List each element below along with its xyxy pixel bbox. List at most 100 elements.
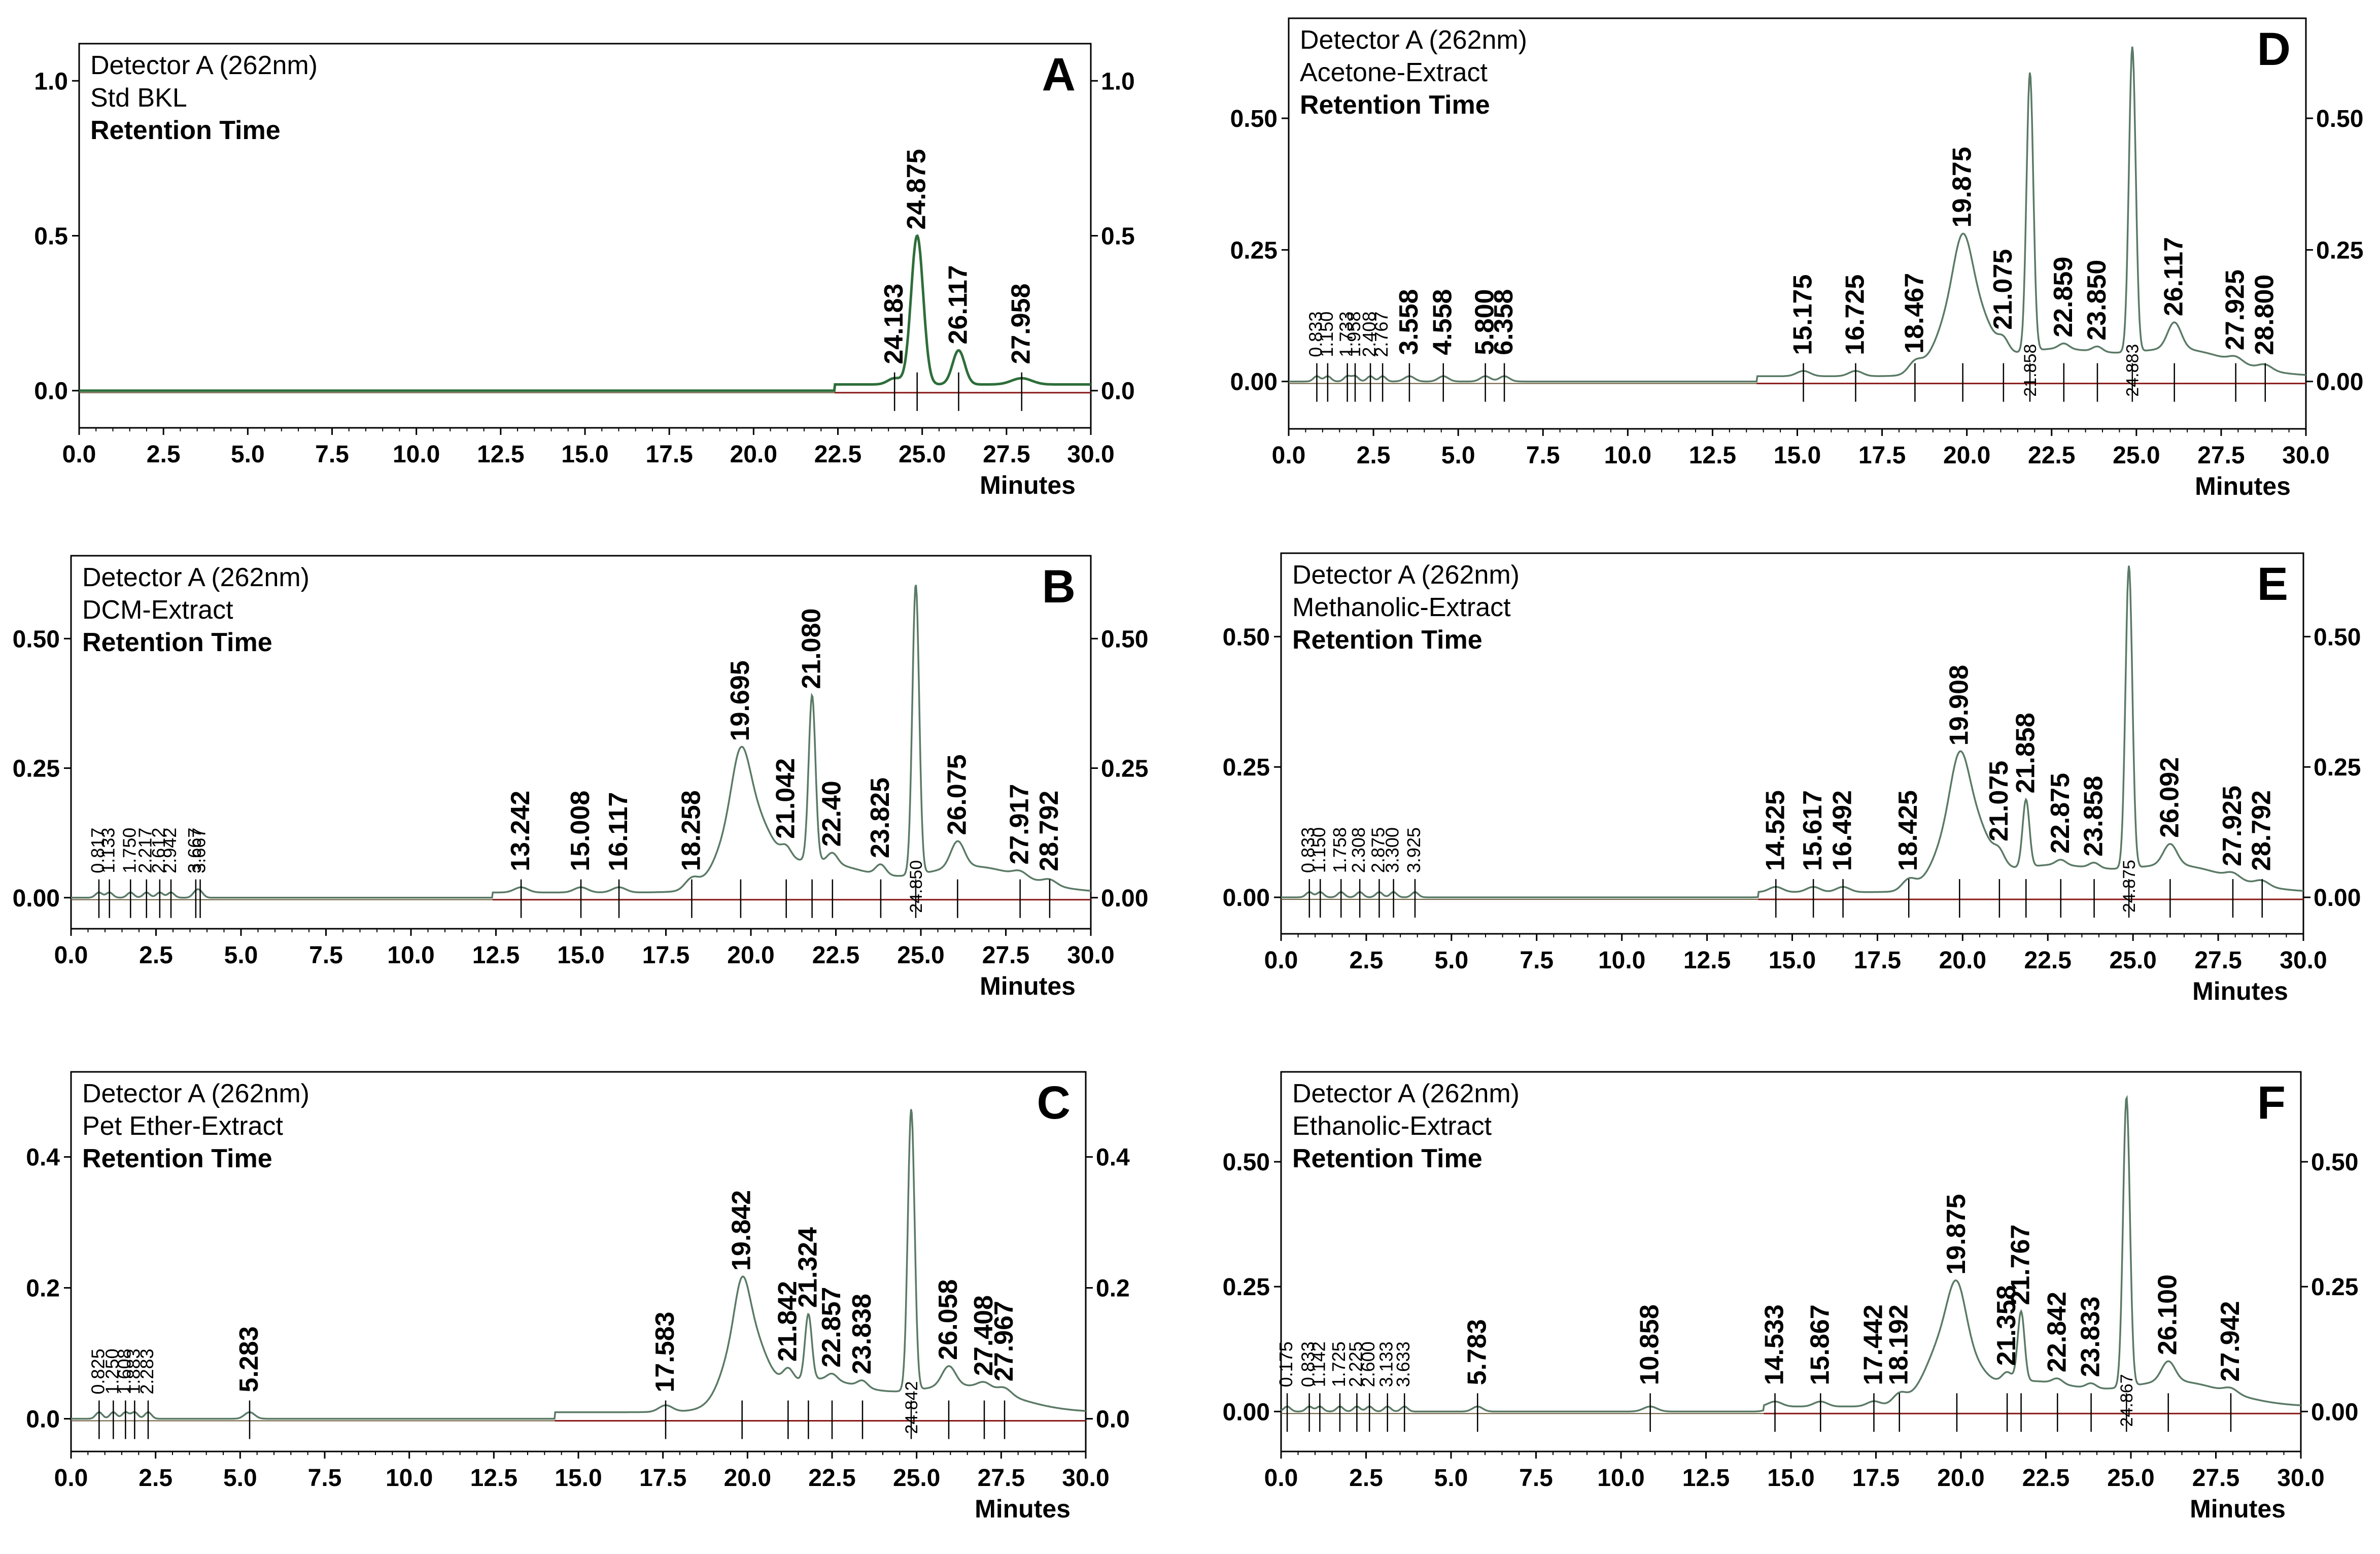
peak-label: 3.667 [184, 828, 205, 873]
y-tick-label-right: 0.00 [1101, 885, 1148, 912]
x-tick-label: 30.0 [2277, 1465, 2324, 1492]
x-tick-label: 15.0 [557, 942, 604, 969]
y-tick-label-left: 0.50 [1223, 1149, 1270, 1176]
peak-label: 5.800 [1470, 289, 1500, 355]
x-tick-label: 20.0 [727, 942, 774, 969]
peak-label: 21.858 [2011, 713, 2040, 793]
x-tick-label: 10.0 [386, 1465, 433, 1492]
peak-label: 21.042 [771, 758, 801, 839]
x-tick-label: 5.0 [231, 441, 265, 468]
peak-label: 1.142 [1308, 1341, 1329, 1387]
x-tick-label: 12.5 [470, 1465, 518, 1492]
peak-label: 3.300 [1382, 827, 1403, 873]
peak-label: 23.838 [847, 1294, 877, 1374]
x-tick-label: 7.5 [308, 1465, 342, 1492]
x-tick-label: 2.5 [139, 1465, 173, 1492]
y-tick-label-left: 0.5 [34, 223, 68, 250]
x-tick-label: 15.0 [1767, 1465, 1814, 1492]
x-tick-label: 27.5 [2194, 947, 2241, 974]
x-tick-label: 25.0 [893, 1465, 940, 1492]
detector-title: Detector A (262nm) [82, 563, 309, 592]
peak-label: 27.967 [989, 1301, 1019, 1381]
x-tick-label: 17.5 [1858, 442, 1906, 469]
peak-label: 2.600 [1358, 1341, 1378, 1387]
sample-name: Pet Ether-Extract [82, 1111, 283, 1141]
peak-label: 24.850 [907, 860, 926, 913]
peak-label: 24.842 [902, 1381, 921, 1434]
peak-label: 21.358 [1992, 1285, 2021, 1366]
retention-time-label: Retention Time [82, 1144, 272, 1173]
peak-label: 26.058 [934, 1279, 963, 1360]
peak-label: 1.733 [1336, 312, 1357, 357]
peak-label: 24.883 [2123, 344, 2143, 397]
peak-label: 27.917 [1005, 784, 1034, 865]
peak-label: 1.750 [119, 828, 140, 873]
peak-label: 26.117 [2159, 237, 2189, 316]
panel-a: 0.0 2.5 5.0 7.5 10.0 12.5 15.0 17.5 20.0 22.5 25.0… [34, 43, 1135, 499]
x-tick-label: 7.5 [1520, 947, 1554, 974]
peak-label: 24.875 [902, 149, 932, 229]
x-tick-label: 2.5 [147, 441, 181, 468]
peak-label: 2.225 [1345, 1341, 1366, 1387]
peak-label: 15.617 [1798, 790, 1827, 871]
x-tick-label: 2.5 [139, 942, 173, 969]
peak-label: 26.117 [943, 265, 973, 344]
panel-letter: C [1037, 1077, 1071, 1129]
y-tick-label-right: 0.25 [2316, 237, 2363, 264]
peak-label: 2.767 [1371, 312, 1392, 357]
x-tick-label: 17.5 [645, 441, 693, 468]
panel-f: 0.0 2.5 5.0 7.5 10.0 12.5 15.0 17.5 20.0 22.5 25.0… [1223, 1071, 2358, 1523]
peak-label: 21.858 [2021, 344, 2040, 397]
peak-label: 19.875 [1948, 147, 1977, 227]
x-tick-label: 20.0 [1937, 1465, 1984, 1492]
x-tick-label: 12.5 [472, 942, 520, 969]
peak-label: 21.075 [1988, 249, 2018, 330]
peak-label: 21.080 [797, 609, 826, 689]
x-tick-label: 7.5 [309, 942, 343, 969]
peak-label: 3.558 [1394, 289, 1424, 355]
x-tick-label: 15.0 [555, 1465, 602, 1492]
x-axis-title: Minutes [2190, 1495, 2286, 1523]
peak-label: 15.867 [1805, 1304, 1835, 1385]
x-tick-label: 25.0 [2109, 947, 2156, 974]
peak-label: 2.217 [135, 828, 156, 873]
x-axis-title: Minutes [980, 471, 1076, 499]
y-tick-label-right: 0.5 [1101, 223, 1135, 250]
peak-label: 10.858 [1635, 1304, 1665, 1385]
x-tick-label: 20.0 [1939, 947, 1986, 974]
x-tick-label: 30.0 [1067, 441, 1114, 468]
peak-label: 27.408 [969, 1295, 998, 1376]
x-tick-label: 15.0 [561, 441, 608, 468]
y-tick-label-right: 0.25 [2311, 1274, 2358, 1301]
x-axis-title: Minutes [2195, 472, 2291, 500]
x-tick-label: 2.5 [1349, 1465, 1383, 1492]
peak-label: 21.324 [793, 1227, 822, 1308]
peak-label: 2.942 [159, 828, 180, 873]
peak-label: 28.800 [2250, 275, 2280, 355]
x-tick-label: 0.0 [1272, 442, 1306, 469]
peak-label: 14.525 [1761, 790, 1790, 871]
x-tick-label: 30.0 [2280, 947, 2327, 974]
x-tick-label: 27.5 [2192, 1465, 2239, 1492]
x-tick-label: 12.5 [477, 441, 524, 468]
x-tick-label: 15.0 [1769, 947, 1816, 974]
x-tick-label: 0.0 [54, 942, 88, 969]
y-tick-label-right: 0.25 [1101, 756, 1148, 783]
x-tick-label: 22.5 [2028, 442, 2075, 469]
peak-label: 5.783 [1462, 1319, 1492, 1385]
y-tick-label-left: 1.0 [34, 68, 68, 95]
peak-label: 26.100 [2153, 1274, 2183, 1355]
detector-title: Detector A (262nm) [1292, 1079, 1520, 1108]
peak-label: 0.833 [1305, 312, 1326, 357]
peak-label: 17.442 [1858, 1304, 1888, 1385]
x-tick-label: 30.0 [2282, 442, 2329, 469]
peak-label: 23.825 [866, 778, 895, 858]
y-tick-label-right: 0.0 [1096, 1406, 1130, 1433]
peak-label: 1.150 [1308, 827, 1329, 873]
peak-label: 0.833 [1298, 1341, 1319, 1387]
retention-time-label: Retention Time [1300, 90, 1490, 120]
signal-trace [1281, 1095, 2301, 1413]
x-tick-label: 5.0 [1434, 947, 1468, 974]
x-tick-label: 20.0 [1943, 442, 1990, 469]
